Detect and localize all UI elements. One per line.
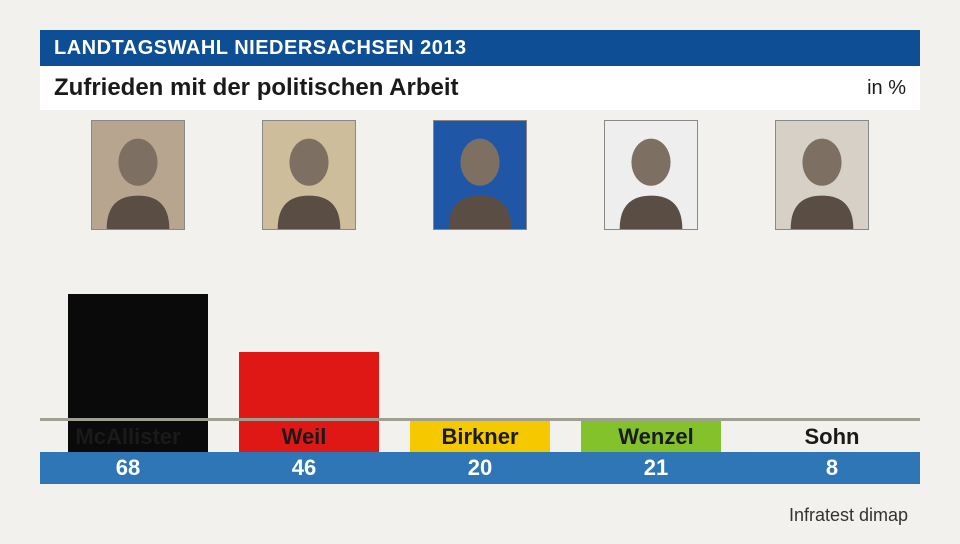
subtitle-left: Zufrieden mit der politischen Arbeit <box>54 74 458 102</box>
subtitle-right: in % <box>867 77 906 100</box>
candidate-photo <box>433 120 527 230</box>
candidate-value: 8 <box>744 452 920 484</box>
labels-row: McAllisterWeilBirknerWenzelSohn <box>40 422 920 452</box>
candidate-photo <box>775 120 869 230</box>
candidate-photo <box>91 120 185 230</box>
header-bar: LANDTAGSWAHL NIEDERSACHSEN 2013 <box>40 30 920 66</box>
candidate-name: Birkner <box>392 422 568 452</box>
source-credit: Infratest dimap <box>789 505 908 526</box>
candidate-photo <box>262 120 356 230</box>
candidate-photo <box>604 120 698 230</box>
chart-baseline <box>40 418 920 421</box>
header-title: LANDTAGSWAHL NIEDERSACHSEN 2013 <box>54 37 467 60</box>
values-bar: 684620218 <box>40 452 920 484</box>
subtitle-row: Zufrieden mit der politischen Arbeit in … <box>40 66 920 110</box>
candidate-value: 20 <box>392 452 568 484</box>
candidate-value: 68 <box>40 452 216 484</box>
candidate-name: Weil <box>216 422 392 452</box>
candidate-value: 46 <box>216 452 392 484</box>
candidate-value: 21 <box>568 452 744 484</box>
candidate-name: McAllister <box>40 422 216 452</box>
candidate-name: Sohn <box>744 422 920 452</box>
candidate-name: Wenzel <box>568 422 744 452</box>
